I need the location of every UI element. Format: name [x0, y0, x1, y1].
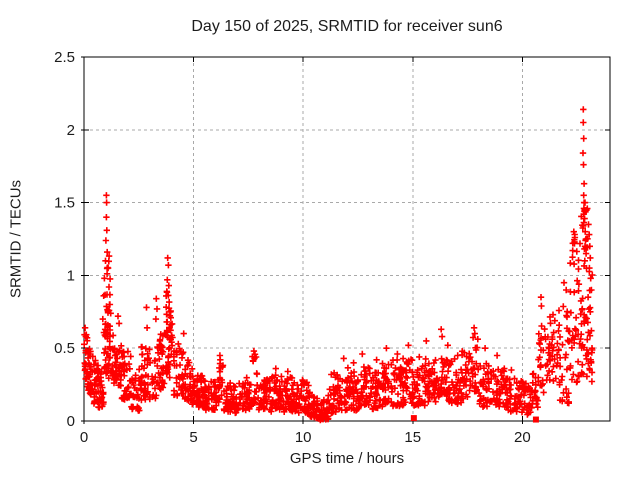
square-marker	[410, 415, 417, 422]
square-marker	[532, 416, 539, 423]
x-tick-label: 15	[404, 429, 421, 446]
chart-title: Day 150 of 2025, SRMTID for receiver sun…	[191, 18, 503, 35]
x-axis-label: GPS time / hours	[289, 450, 405, 467]
y-tick-label: 0.5	[54, 340, 75, 357]
y-tick-label: 2	[67, 122, 75, 139]
y-tick-label: 2.5	[54, 49, 75, 66]
y-tick-label: 1	[67, 267, 75, 284]
y-tick-label: 0	[67, 413, 75, 430]
y-tick-label: 1.5	[54, 195, 75, 212]
x-tick-label: 0	[80, 429, 88, 446]
scatter-points	[81, 106, 596, 424]
x-tick-label: 20	[514, 429, 531, 446]
x-tick-label: 5	[189, 429, 197, 446]
x-tick-label: 10	[295, 429, 312, 446]
